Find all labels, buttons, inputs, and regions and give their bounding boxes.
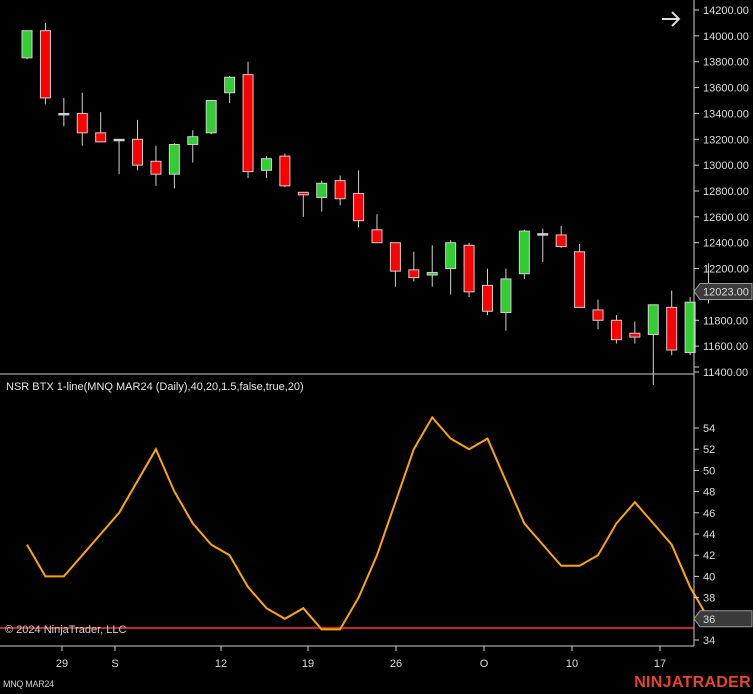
indicator-tick-label: 54 bbox=[703, 423, 715, 435]
price-tick-label: 14000.00 bbox=[703, 31, 749, 43]
indicator-tick-label: 34 bbox=[703, 635, 715, 647]
price-tick-label: 13600.00 bbox=[703, 83, 749, 95]
candle bbox=[132, 119, 144, 171]
candle bbox=[224, 75, 236, 104]
candle bbox=[482, 268, 493, 316]
candle bbox=[555, 225, 567, 248]
candle bbox=[242, 61, 254, 179]
candle bbox=[58, 97, 70, 127]
candle bbox=[371, 214, 383, 244]
svg-text:36: 36 bbox=[703, 614, 715, 626]
price-tick-label: 11800.00 bbox=[703, 315, 748, 327]
time-tick-label: 19 bbox=[302, 658, 314, 670]
indicator-tick-label: 52 bbox=[703, 444, 715, 456]
candle bbox=[389, 242, 401, 287]
candle bbox=[150, 145, 162, 186]
candle bbox=[463, 242, 475, 298]
candle bbox=[39, 22, 51, 105]
indicator-tick-label: 46 bbox=[703, 508, 715, 520]
price-tick-label: 13200.00 bbox=[703, 134, 749, 146]
candle bbox=[279, 153, 291, 188]
candle bbox=[629, 321, 641, 344]
indicator-tick-label: 44 bbox=[703, 529, 715, 541]
candle bbox=[500, 268, 512, 331]
candle bbox=[647, 304, 659, 385]
candle bbox=[574, 244, 586, 308]
indicator-pane[interactable] bbox=[0, 415, 710, 631]
time-tick-label: 29 bbox=[56, 658, 68, 670]
time-tick-label: O bbox=[480, 658, 489, 670]
time-axis[interactable]: 29 S 12 19 26 O 10 17 bbox=[0, 645, 694, 670]
indicator-tick-label: 42 bbox=[703, 550, 715, 562]
candle bbox=[21, 30, 33, 60]
candle bbox=[76, 92, 88, 146]
price-tick-label: 14200.00 bbox=[703, 5, 749, 17]
indicator-tick-label: 50 bbox=[703, 465, 715, 477]
time-tick-label: 17 bbox=[654, 658, 666, 670]
candle bbox=[408, 251, 420, 282]
candle bbox=[168, 143, 180, 189]
copyright-text: © 2024 NinjaTrader, LLC bbox=[5, 624, 127, 636]
current-indicator-marker: 36 bbox=[693, 610, 753, 628]
candle bbox=[260, 156, 272, 179]
price-tick-label: 12200.00 bbox=[703, 264, 749, 276]
arrow-right-icon bbox=[662, 11, 681, 27]
indicator-label: NSR BTX 1-line(MNQ MAR24 (Daily),40,20,1… bbox=[6, 381, 304, 393]
price-tick-label: 13800.00 bbox=[703, 57, 749, 69]
candle bbox=[537, 228, 549, 263]
price-tick-label: 12800.00 bbox=[703, 186, 749, 198]
current-price-marker: 12023.00 bbox=[693, 282, 753, 300]
candle bbox=[666, 290, 678, 356]
candle bbox=[187, 130, 199, 163]
time-tick-label: S bbox=[111, 658, 118, 670]
price-tick-label: 11400.00 bbox=[703, 367, 748, 379]
price-tick-label: 13400.00 bbox=[703, 108, 749, 120]
price-tick-label: 12600.00 bbox=[703, 212, 749, 224]
candle bbox=[353, 170, 365, 228]
time-tick-label: 10 bbox=[566, 658, 578, 670]
candle bbox=[592, 299, 604, 330]
candle bbox=[426, 245, 438, 287]
candle bbox=[113, 138, 125, 175]
time-tick-label: 12 bbox=[215, 658, 227, 670]
candle bbox=[684, 297, 696, 356]
instrument-label: MNQ MAR24 bbox=[3, 679, 54, 689]
time-tick-label: 26 bbox=[390, 658, 402, 670]
brand-logo: NINJATRADER bbox=[634, 674, 751, 691]
price-tick-label: 13000.00 bbox=[703, 160, 749, 172]
price-tick-label: 11600.00 bbox=[703, 341, 748, 353]
candle bbox=[205, 100, 217, 135]
indicator-axis[interactable]: 54 52 50 48 46 44 42 40 38 34 36 bbox=[693, 374, 753, 647]
candle bbox=[445, 240, 457, 295]
indicator-tick-label: 38 bbox=[703, 593, 715, 605]
price-axis[interactable]: 14200.00 14000.00 13800.00 13600.00 13400.00… bbox=[693, 0, 753, 379]
indicator-line bbox=[26, 415, 710, 631]
candle bbox=[610, 315, 622, 344]
candle bbox=[95, 112, 107, 143]
candle bbox=[297, 191, 309, 217]
svg-text:12023.00: 12023.00 bbox=[703, 286, 749, 298]
indicator-tick-label: 48 bbox=[703, 487, 715, 499]
scroll-to-latest-button[interactable] bbox=[660, 9, 682, 29]
candle bbox=[316, 180, 328, 212]
candle bbox=[334, 175, 346, 206]
indicator-tick-label: 40 bbox=[703, 571, 715, 583]
price-pane[interactable] bbox=[21, 22, 715, 385]
price-tick-label: 12400.00 bbox=[703, 238, 749, 250]
candle bbox=[518, 229, 530, 279]
